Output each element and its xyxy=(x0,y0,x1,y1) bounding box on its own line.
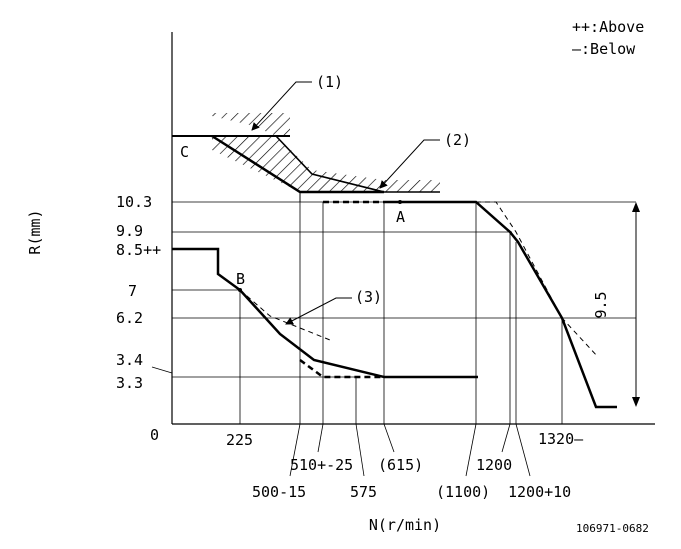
callout-1: (1) xyxy=(316,73,343,91)
leader-615 xyxy=(383,423,395,453)
y-tick-3-4: 3.4 xyxy=(116,351,143,369)
callout-3: (3) xyxy=(355,288,382,306)
leader-575 xyxy=(355,423,365,477)
leader-1100 xyxy=(465,423,477,477)
point-a-marker xyxy=(398,200,402,204)
leader-500 xyxy=(289,423,301,477)
upper-limit-slope xyxy=(275,135,440,193)
leader-1200 xyxy=(501,423,511,453)
x-tick-1320: 1320— xyxy=(538,430,584,448)
point-b-marker xyxy=(238,288,242,292)
callout-2: (2) xyxy=(444,131,471,149)
dashed-lower-upper xyxy=(239,289,331,341)
y-tick-9-9: 9.9 xyxy=(116,222,143,240)
dashed-upper-cutoff xyxy=(476,201,599,358)
point-b-label: B xyxy=(236,270,245,288)
x-tick-575: 575 xyxy=(350,483,377,501)
y-tick-7: 7 xyxy=(128,282,137,300)
x-tick-1200: 1200 xyxy=(476,456,512,474)
main-curve-lower xyxy=(172,247,478,379)
y-tick-8-5: 8.5++ xyxy=(116,241,161,259)
point-a-label: A xyxy=(396,208,405,226)
leader-3-4 xyxy=(151,366,173,374)
x-tick-1200-10: 1200+10 xyxy=(508,483,571,501)
callout-1-leader xyxy=(251,81,312,131)
y-tick-6-2: 6.2 xyxy=(116,309,143,327)
x-tick-500: 500-15 xyxy=(252,483,306,501)
x-tick-510: 510+-25 xyxy=(290,456,353,474)
legend-above: ++:Above xyxy=(572,18,644,36)
leader-510 xyxy=(317,423,324,453)
origin-label: 0 xyxy=(150,426,159,444)
y-axis-label: R(mm) xyxy=(26,209,44,254)
dimension-arrow-bottom xyxy=(632,397,640,407)
x-axis-label: N(r/min) xyxy=(369,516,441,534)
x-tick-1100: (1100) xyxy=(436,483,490,501)
hatched-region xyxy=(172,113,440,192)
leader-1200-10 xyxy=(515,423,531,477)
dimension-arrow-top xyxy=(632,202,640,212)
legend-below: —:Below xyxy=(572,40,636,58)
point-c-label: C xyxy=(180,143,189,161)
callout-3-leader xyxy=(285,297,352,325)
drawing-number: 106971-0682 xyxy=(576,522,649,535)
callout-2-leader xyxy=(379,139,440,189)
dimension-label: 9.5 xyxy=(592,291,610,318)
x-tick-615: (615) xyxy=(378,456,423,474)
y-tick-10-3: 10.3 xyxy=(116,193,152,211)
y-tick-3-3: 3.3 xyxy=(116,374,143,392)
x-tick-225: 225 xyxy=(226,431,253,449)
